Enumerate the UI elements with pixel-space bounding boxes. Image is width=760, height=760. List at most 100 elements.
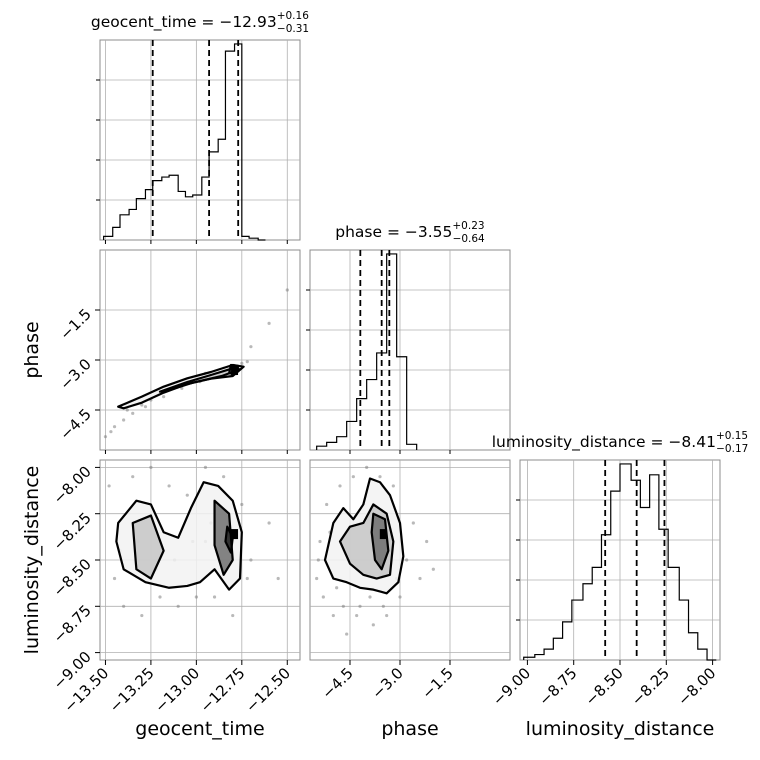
histogram-title-geocent-time: geocent_time = −12.93+0.16 −0.31 <box>91 10 309 35</box>
scatter-point <box>335 586 339 590</box>
scatter-point <box>431 567 435 571</box>
contour-line <box>131 514 165 580</box>
histogram-step-line <box>523 463 717 661</box>
scatter-point <box>418 576 422 581</box>
scatter-point <box>425 539 429 544</box>
x-tick-label: −12.75 <box>197 664 249 716</box>
histogram-title-phase: phase = −3.55+0.23 −0.64 <box>335 220 485 245</box>
scatter-point <box>122 418 126 422</box>
x-tick-label: −8.25 <box>628 664 673 709</box>
x-axis-label-geocent-time: geocent_time <box>135 718 264 740</box>
y-tick-label: −4.5 <box>56 405 94 443</box>
scatter-point <box>405 558 409 562</box>
x-tick-label: −8.75 <box>535 664 580 709</box>
y-axis-label-phase: phase <box>21 321 43 378</box>
scatter-point <box>331 613 335 618</box>
scatter-point <box>162 395 166 399</box>
histogram-title-luminosity-distance: luminosity_distance = −8.41+0.15 −0.17 <box>492 430 749 455</box>
x-axis-label-luminosity-distance: luminosity_distance <box>526 718 715 740</box>
scatter-point <box>276 576 280 581</box>
scatter-point <box>158 595 162 599</box>
panel-frame <box>99 249 301 451</box>
density-peak <box>231 365 239 375</box>
density-plot-area <box>107 465 280 618</box>
contour-line <box>158 367 242 393</box>
scatter-point <box>368 595 372 599</box>
scatter-point <box>267 321 271 325</box>
y-tick-label: −8.25 <box>50 509 95 554</box>
scatter-point <box>365 465 369 470</box>
scatter-point <box>240 361 244 365</box>
contour-line <box>370 512 390 571</box>
scatter-point <box>249 345 253 349</box>
histogram-panel-phase: phase = −3.55+0.23 −0.64 <box>306 220 511 451</box>
scatter-point <box>325 502 329 507</box>
scatter-point <box>341 604 345 608</box>
scatter-point <box>131 411 135 415</box>
scatter-point <box>176 604 180 608</box>
y-tick-label: −3.0 <box>56 355 94 393</box>
scatter-point <box>345 632 349 636</box>
scatter-point <box>358 604 362 608</box>
x-tick-label: −13.25 <box>106 664 158 716</box>
scatter-point <box>249 558 253 562</box>
density-panel-geocent-time-vs-phase <box>99 249 301 451</box>
density-peak <box>379 529 387 540</box>
scatter-point <box>194 595 198 599</box>
density-plot-area <box>103 288 289 439</box>
scatter-point <box>185 493 189 497</box>
scatter-point <box>315 576 319 581</box>
histogram-step-line <box>316 253 418 450</box>
scatter-point <box>203 465 208 470</box>
density-fill <box>371 513 389 570</box>
x-tick-label: −12.50 <box>242 664 294 716</box>
scatter-point <box>318 539 322 544</box>
contour-line <box>117 363 245 410</box>
y-tick-label: −8.50 <box>50 555 95 600</box>
x-tick-label: −13.00 <box>151 664 203 716</box>
scatter-point <box>222 475 226 479</box>
scatter-point <box>245 576 249 581</box>
scatter-point <box>212 595 217 599</box>
x-tick-label: −1.5 <box>418 664 456 702</box>
x-tick-label: −4.5 <box>318 664 356 702</box>
scatter-point <box>371 623 375 627</box>
scatter-point <box>285 288 289 292</box>
y-tick-label: −8.75 <box>50 601 95 646</box>
scatter-point <box>131 475 135 479</box>
panel-frame <box>99 39 301 241</box>
scatter-point <box>378 475 382 479</box>
contour-line <box>224 525 234 554</box>
y-tick-label: −1.5 <box>56 305 94 343</box>
density-panel-geocent-time-vs-luminosity-distance <box>99 459 301 661</box>
scatter-point <box>398 595 402 599</box>
scatter-point <box>107 484 111 488</box>
panel-frame <box>309 249 511 451</box>
scatter-point <box>112 576 117 581</box>
scatter-point <box>143 405 148 409</box>
histogram-step-line <box>103 43 266 241</box>
density-panel-phase-vs-luminosity-distance <box>309 459 511 661</box>
contour-line <box>213 499 234 576</box>
scatter-point <box>267 521 271 525</box>
scatter-point <box>112 425 117 429</box>
scatter-point <box>381 604 385 608</box>
scatter-point <box>140 403 144 407</box>
x-tick-label: −8.50 <box>582 664 627 709</box>
scatter-point <box>240 502 244 507</box>
density-plot-area <box>315 465 435 636</box>
scatter-point <box>355 613 359 618</box>
scatter-point <box>245 360 249 364</box>
y-axis-label-luminosity-distance: luminosity_distance <box>21 466 43 655</box>
scatter-point <box>316 558 320 562</box>
x-tick-label: −8.00 <box>674 664 719 709</box>
scatter-point <box>338 484 342 488</box>
scatter-point <box>167 484 171 488</box>
scatter-point <box>385 613 389 618</box>
scatter-point <box>321 595 325 599</box>
x-axis-label-phase: phase <box>381 718 438 740</box>
x-tick-label: −3.0 <box>368 664 406 702</box>
scatter-point <box>180 386 184 390</box>
y-tick-label: −8.00 <box>50 463 95 508</box>
